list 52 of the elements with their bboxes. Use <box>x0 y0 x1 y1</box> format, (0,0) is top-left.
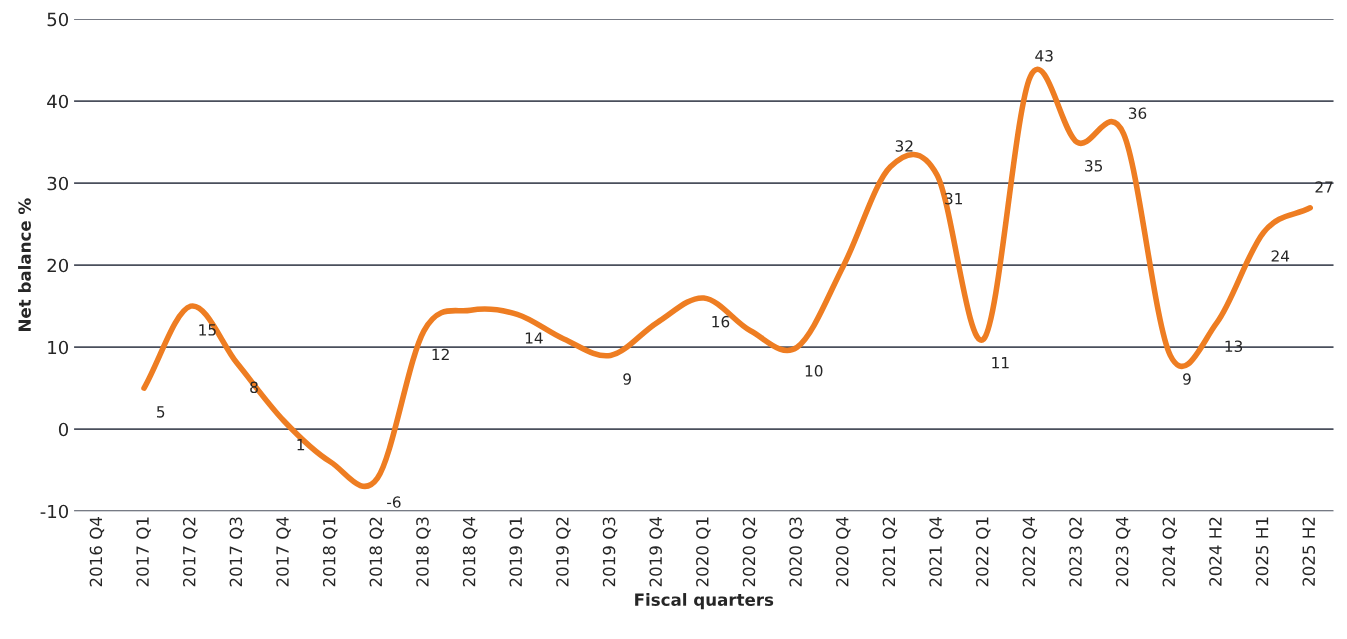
data-label: 11 <box>992 357 1009 369</box>
x-tick-label: 2017 Q1 <box>136 517 151 587</box>
x-tick-label: 2017 Q3 <box>229 517 245 587</box>
x-tick-label: 2019 Q3 <box>602 517 618 587</box>
x-axis-title: Fiscal quarters <box>635 593 774 610</box>
x-tick-label: 2018 Q1 <box>322 517 338 587</box>
data-label: 24 <box>1271 250 1290 262</box>
y-tick-label: 30 <box>47 176 69 191</box>
y-tick-label: 0 <box>58 422 69 437</box>
data-label: 9 <box>623 373 631 385</box>
y-tick-label: 40 <box>47 94 69 109</box>
x-tick-label: 2019 Q1 <box>509 517 524 587</box>
data-label: 43 <box>1035 50 1053 62</box>
x-tick-label: 2020 Q2 <box>742 517 758 587</box>
x-tick-label: 2023 Q2 <box>1069 517 1084 587</box>
x-tick-label: 2018 Q2 <box>369 517 385 587</box>
x-tick-label: 2021 Q4 <box>929 517 944 587</box>
x-tick-label: 2025 H1 <box>1255 517 1269 586</box>
data-label: 27 <box>1315 181 1333 193</box>
x-tick-label: 2022 Q4 <box>1022 517 1038 587</box>
data-label: 36 <box>1128 107 1147 119</box>
data-label: 9 <box>1183 373 1191 385</box>
x-tick-label: 2024 H2 <box>1209 517 1222 586</box>
x-tick-label: 2020 Q4 <box>835 517 851 587</box>
y-tick-label: -10 <box>40 504 69 519</box>
x-tick-label: 2020 Q1 <box>696 517 711 587</box>
x-tick-label: 2017 Q4 <box>276 517 291 587</box>
x-tick-label: 2018 Q3 <box>416 517 431 587</box>
x-tick-label: 2017 Q2 <box>182 517 198 587</box>
data-label: 32 <box>895 140 913 152</box>
data-label: 14 <box>525 332 543 344</box>
x-tick-label: 2022 Q1 <box>975 517 991 587</box>
x-tick-label: 2018 Q4 <box>462 517 478 587</box>
x-tick-label: 2019 Q2 <box>556 517 571 587</box>
data-label: 10 <box>805 365 823 377</box>
x-tick-label: 2019 Q4 <box>649 517 664 587</box>
x-tick-label: 2021 Q2 <box>882 517 898 587</box>
y-axis-title: Net balance % <box>18 198 31 332</box>
y-tick-label: 50 <box>47 12 69 27</box>
data-label: 5 <box>157 406 165 418</box>
y-tick-label: 10 <box>48 340 69 355</box>
data-label: 35 <box>1085 160 1103 172</box>
x-tick-label: 2023 Q4 <box>1115 517 1131 587</box>
data-label: 16 <box>712 315 730 328</box>
x-tick-label: 2025 H2 <box>1302 517 1316 586</box>
y-tick-label: 20 <box>47 258 69 273</box>
data-label: 1 <box>297 439 305 451</box>
data-label: -6 <box>387 496 401 508</box>
data-label: 12 <box>432 348 449 360</box>
x-tick-label: 2024 Q2 <box>1162 517 1178 587</box>
x-tick-label: 2020 Q3 <box>789 517 804 587</box>
x-tick-label: 2016 Q4 <box>89 517 105 587</box>
